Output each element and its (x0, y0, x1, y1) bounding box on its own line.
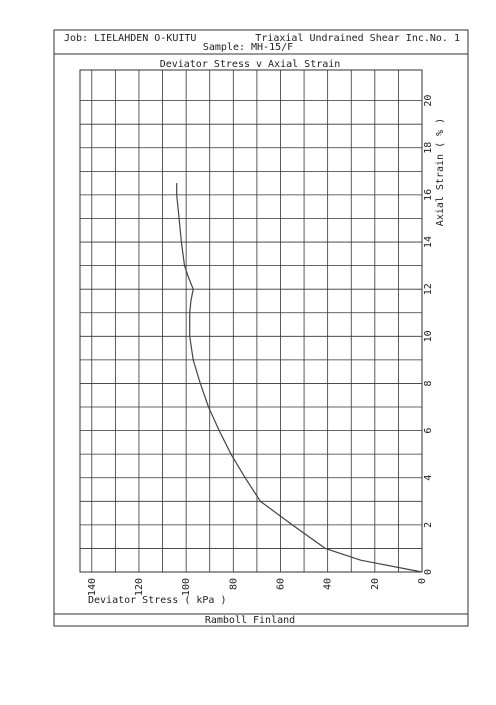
y-tick-label: 16 (423, 189, 434, 201)
y-tick-label: 12 (423, 283, 434, 295)
y-axis-title: Axial Strain ( % ) (435, 118, 446, 226)
x-tick-label: 80 (228, 578, 239, 590)
y-tick-label: 4 (423, 475, 434, 481)
y-tick-label: 14 (423, 236, 434, 248)
plot-frame (79, 69, 423, 573)
x-axis-title: Deviator Stress ( kPa ) (88, 595, 226, 606)
x-tick-label: 20 (370, 578, 381, 590)
data-line (176, 183, 423, 573)
x-tick-label: 100 (181, 578, 192, 596)
job: Job: LIELAHDEN O-KUITU (64, 33, 196, 44)
chart-title: Deviator Stress v Axial Strain (160, 59, 341, 70)
x-tick-label: 140 (87, 578, 98, 596)
y-tick-label: 2 (423, 522, 434, 528)
y-tick-label: 20 (423, 95, 434, 107)
test-name: Triaxial Undrained Shear Inc.No. 1 (255, 33, 460, 44)
page-frame (53, 29, 469, 627)
x-tick-label: 40 (323, 578, 334, 590)
y-tick-label: 8 (423, 380, 434, 386)
y-tick-label: 6 (423, 428, 434, 434)
x-tick-label: 120 (134, 578, 145, 596)
y-tick-label: 10 (423, 330, 434, 342)
x-tick-label: 0 (417, 578, 428, 584)
y-tick-label: 18 (423, 142, 434, 154)
sample: Sample: MH-15/F (203, 42, 293, 53)
footer: Ramboll Finland (205, 615, 295, 626)
x-tick-label: 60 (275, 578, 286, 590)
y-tick-label: 0 (423, 569, 434, 575)
